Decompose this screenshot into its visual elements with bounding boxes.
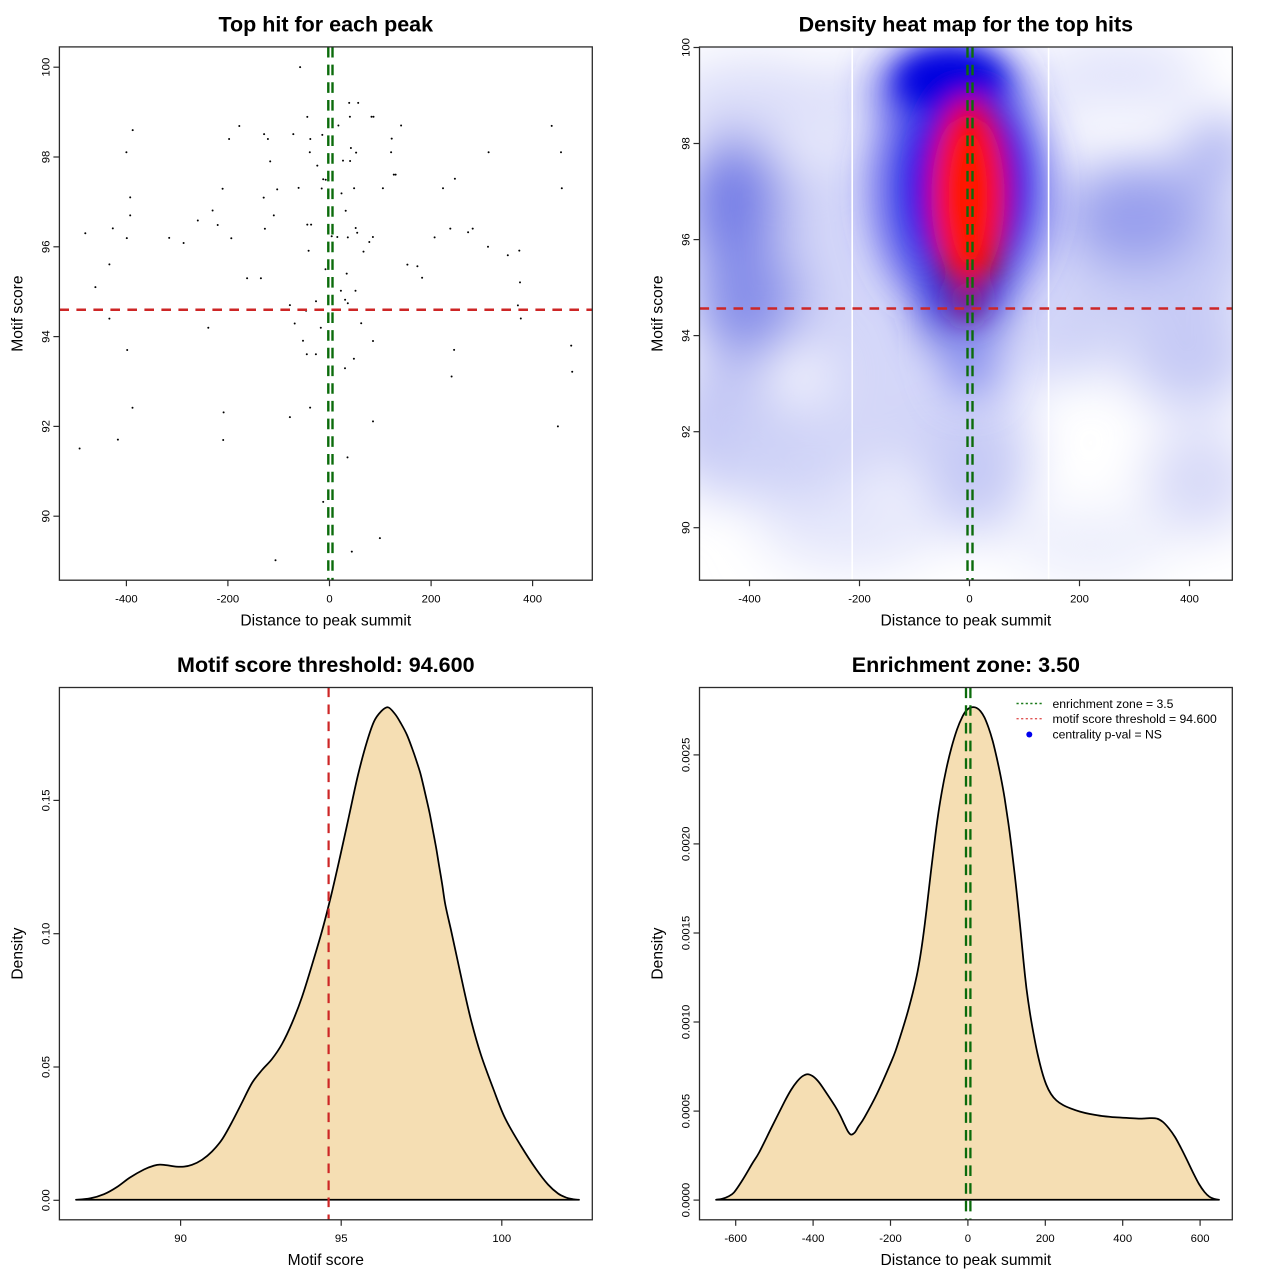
svg-text:motif score threshold = 94.600: motif score threshold = 94.600 [1053,712,1218,726]
svg-text:-200: -200 [848,594,871,606]
svg-text:400: 400 [523,594,542,606]
svg-text:Motif score: Motif score [288,1252,364,1269]
svg-text:600: 600 [1191,1233,1210,1245]
svg-text:200: 200 [1070,594,1089,606]
svg-text:90: 90 [174,1233,187,1245]
svg-text:94: 94 [41,330,53,343]
svg-text:0.0020: 0.0020 [681,827,693,862]
svg-text:0.10: 0.10 [41,923,53,945]
svg-text:0.0025: 0.0025 [681,738,693,773]
svg-text:98: 98 [681,137,693,150]
svg-text:-400: -400 [802,1233,825,1245]
svg-text:0.05: 0.05 [41,1056,53,1078]
svg-text:94: 94 [681,329,693,342]
svg-text:0: 0 [326,594,332,606]
svg-text:centrality p-val = NS: centrality p-val = NS [1053,727,1162,741]
svg-text:Motif score threshold: 94.600: Motif score threshold: 94.600 [177,653,475,677]
svg-text:0.00: 0.00 [41,1189,53,1211]
svg-text:-200: -200 [879,1233,902,1245]
svg-text:-600: -600 [724,1233,747,1245]
svg-text:200: 200 [1036,1233,1055,1245]
svg-text:Distance to peak summit: Distance to peak summit [881,1252,1052,1269]
svg-text:Distance to peak summit: Distance to peak summit [240,612,411,629]
svg-text:400: 400 [1113,1233,1132,1245]
svg-text:100: 100 [492,1233,511,1245]
svg-text:90: 90 [41,510,53,523]
svg-text:100: 100 [681,38,693,57]
svg-text:-200: -200 [217,594,240,606]
svg-text:Density: Density [10,927,27,979]
svg-text:enrichment zone = 3.5: enrichment zone = 3.5 [1053,697,1174,711]
svg-text:0.15: 0.15 [41,789,53,811]
svg-text:Motif score: Motif score [650,275,667,351]
svg-text:Density: Density [650,927,667,979]
svg-text:0.0010: 0.0010 [681,1005,693,1040]
svg-text:0: 0 [966,594,972,606]
svg-text:96: 96 [41,241,53,254]
svg-text:90: 90 [681,521,693,534]
svg-text:0.0000: 0.0000 [681,1183,693,1218]
svg-text:0.0015: 0.0015 [681,916,693,951]
svg-text:98: 98 [41,151,53,164]
svg-text:96: 96 [681,233,693,246]
svg-text:Top hit for each peak: Top hit for each peak [218,12,433,36]
svg-text:Density heat map for the top h: Density heat map for the top hits [799,13,1134,37]
svg-text:92: 92 [681,425,693,438]
svg-text:0: 0 [965,1233,971,1245]
svg-text:Motif score: Motif score [10,275,27,351]
svg-text:95: 95 [335,1233,348,1245]
svg-text:-400: -400 [738,594,761,606]
svg-text:100: 100 [41,58,53,77]
svg-text:400: 400 [1180,594,1199,606]
svg-text:200: 200 [422,594,441,606]
svg-text:-400: -400 [115,594,138,606]
svg-text:92: 92 [41,420,53,433]
svg-text:Enrichment zone: 3.50: Enrichment zone: 3.50 [852,653,1080,677]
svg-text:0.0005: 0.0005 [681,1094,693,1129]
svg-text:Distance to peak summit: Distance to peak summit [881,612,1052,629]
